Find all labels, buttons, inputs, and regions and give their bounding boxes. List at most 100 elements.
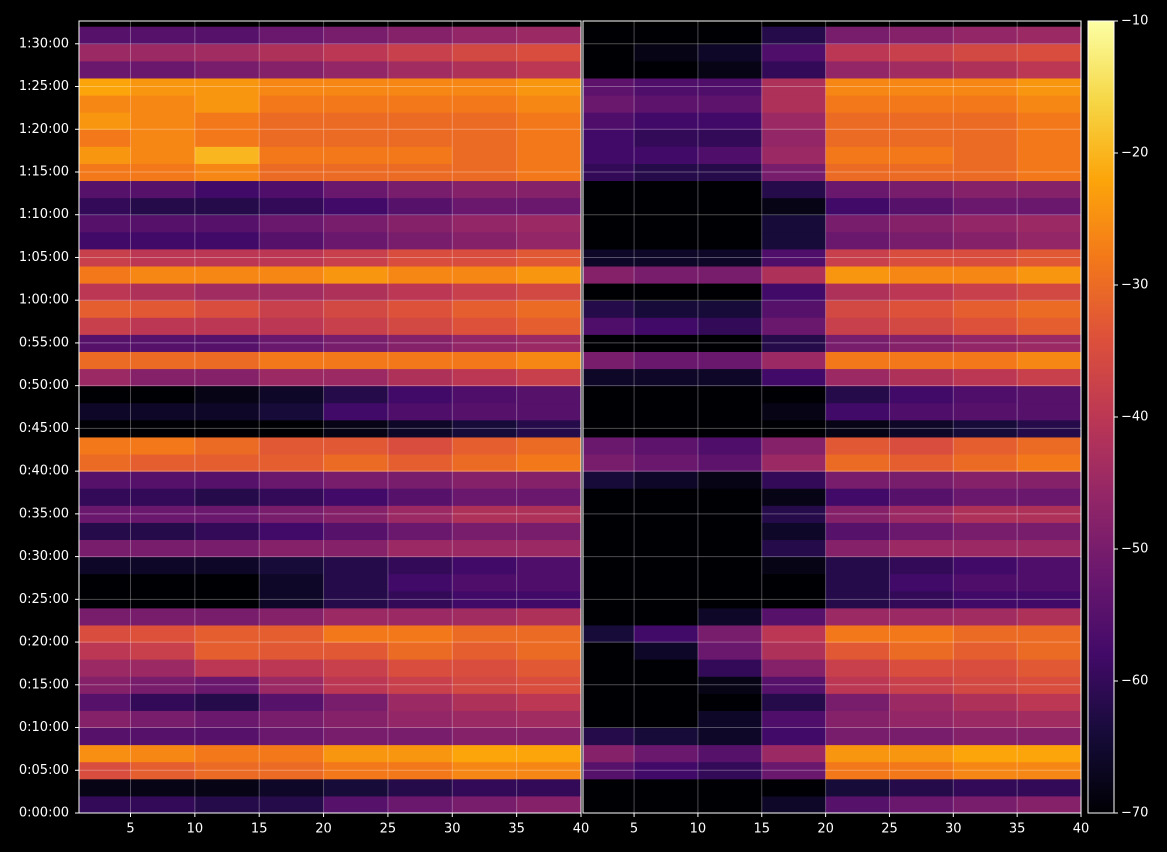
heat-cell — [323, 539, 389, 558]
heat-cell — [889, 624, 954, 643]
heat-cell — [953, 95, 1018, 113]
heat-cell — [259, 488, 325, 506]
heat-cell — [953, 419, 1018, 438]
heat-cell — [130, 727, 196, 746]
heat-cell — [825, 778, 890, 797]
heat-cell — [889, 197, 954, 216]
heat-cell — [516, 539, 582, 558]
heat-cell — [583, 317, 635, 335]
heat-cell — [259, 795, 325, 814]
heat-cell — [130, 60, 196, 79]
heat-cell — [323, 180, 389, 199]
colorbar-tick-label: −70 — [1121, 806, 1148, 821]
heat-cell — [387, 642, 453, 660]
heat-cell — [130, 556, 196, 575]
heat-cell — [130, 573, 196, 592]
heat-cell — [452, 60, 518, 79]
heat-cell — [452, 214, 518, 233]
heat-cell — [697, 129, 763, 147]
heat-cell — [452, 146, 518, 164]
heat-cell — [1017, 197, 1082, 216]
heat-cell — [697, 744, 763, 763]
heat-cell — [387, 385, 453, 404]
y-tick-label: 0:15:00 — [19, 677, 69, 692]
heat-cell — [889, 590, 954, 609]
heat-cell — [634, 795, 699, 814]
heat-cell — [889, 642, 954, 660]
heat-cell — [1017, 146, 1082, 164]
heat-cell — [697, 197, 763, 216]
heat-cell — [825, 266, 890, 284]
heat-cell — [583, 112, 635, 130]
heat-cell — [825, 795, 890, 814]
heat-cell — [583, 266, 635, 284]
heat-cell — [1017, 522, 1082, 541]
heat-cell — [194, 163, 260, 182]
heat-cell — [323, 300, 389, 318]
heat-cell — [583, 95, 635, 113]
heat-cell — [634, 642, 699, 660]
heat-cell — [323, 317, 389, 335]
heat-cell — [79, 351, 131, 370]
heat-cell — [634, 693, 699, 711]
heat-cell — [697, 436, 763, 455]
heat-cell — [387, 436, 453, 455]
heat-cell — [387, 180, 453, 199]
heat-cell — [79, 488, 131, 506]
heat-cell — [889, 214, 954, 233]
y-tick-label: 1:30:00 — [19, 36, 69, 51]
heat-cell — [387, 368, 453, 387]
colorbar-tick-label: −60 — [1121, 674, 1148, 689]
heat-cell — [194, 60, 260, 79]
heat-cell — [323, 624, 389, 643]
heat-cell — [79, 402, 131, 421]
heat-cell — [387, 710, 453, 729]
heat-cell — [634, 180, 699, 199]
heat-cell — [697, 112, 763, 130]
heat-cell — [130, 351, 196, 370]
heat-cell — [516, 795, 582, 814]
heat-cell — [761, 351, 827, 370]
heat-cell — [634, 146, 699, 164]
heat-cell — [259, 556, 325, 575]
heat-cell — [194, 351, 260, 370]
heat-cell — [387, 607, 453, 626]
heat-cell — [697, 419, 763, 438]
heat-cell — [583, 778, 635, 797]
heat-cell — [583, 300, 635, 318]
heat-cell — [194, 419, 260, 438]
heat-cell — [583, 351, 635, 370]
heat-cell — [452, 693, 518, 711]
heat-cell — [452, 761, 518, 780]
heat-cell — [79, 129, 131, 147]
heat-cell — [761, 624, 827, 643]
heat-cell — [387, 248, 453, 267]
heat-cell — [259, 266, 325, 284]
heat-cell — [889, 659, 954, 677]
heat-cell — [323, 607, 389, 626]
heat-cell — [697, 505, 763, 523]
heat-cell — [889, 95, 954, 113]
heat-cell — [825, 676, 890, 694]
heat-cell — [516, 300, 582, 318]
heat-cell — [516, 590, 582, 609]
heat-cell — [761, 214, 827, 233]
heat-cell — [130, 624, 196, 643]
heat-cell — [825, 402, 890, 421]
heat-cell — [761, 300, 827, 318]
heat-cell — [953, 642, 1018, 660]
heat-cell — [194, 248, 260, 267]
x-tick-label: 10 — [187, 822, 204, 837]
heat-cell — [583, 676, 635, 694]
heat-cell — [452, 778, 518, 797]
heat-cell — [79, 146, 131, 164]
heat-cell — [387, 761, 453, 780]
heat-cell — [130, 180, 196, 199]
heat-cell — [1017, 676, 1082, 694]
heat-cell — [1017, 112, 1082, 130]
heat-cell — [825, 607, 890, 626]
heat-cell — [953, 471, 1018, 489]
heat-cell — [387, 556, 453, 575]
heat-cell — [323, 248, 389, 267]
heat-cell — [387, 231, 453, 250]
